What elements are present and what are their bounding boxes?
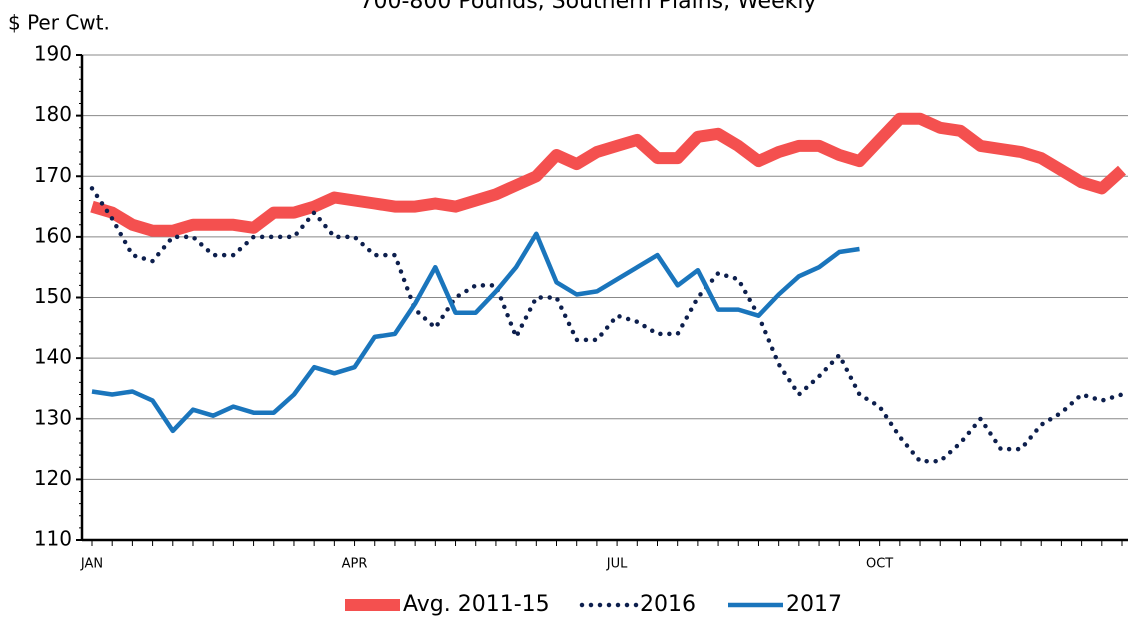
x-tick-label: OCT [866,557,893,572]
x-tick-label: APR [342,557,368,572]
legend-label: Avg. 2011-15 [403,592,550,617]
series-line [89,186,1125,464]
x-tick-label: JUL [606,557,628,572]
y-tick-label: 140 [34,345,72,369]
y-tick-label: 190 [34,42,72,66]
y-tick-label: 160 [34,223,72,247]
legend-label: 2016 [640,592,696,617]
y-tick-label: 180 [34,102,72,126]
y-tick-label: 150 [34,284,72,308]
y-tick-label: 120 [34,466,72,490]
series-line [90,112,1127,237]
series-line [91,231,860,434]
y-axis-label: $ Per Cwt. [8,11,110,35]
y-tick-label: 130 [34,405,72,429]
y-tick-label: 170 [34,163,72,187]
legend-label: 2017 [786,592,842,617]
x-tick-label: JAN [80,557,103,572]
chart-title: 700-800 Pounds, Southern Plains, Weekly [360,0,817,14]
y-tick-label: 110 [34,527,72,551]
